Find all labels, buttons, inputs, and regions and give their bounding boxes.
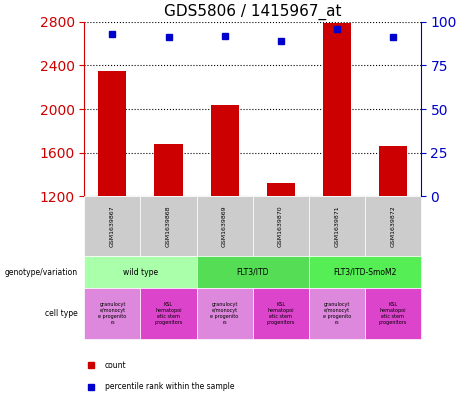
FancyBboxPatch shape: [308, 288, 365, 340]
Bar: [378, 146, 407, 327]
Text: GSM1639868: GSM1639868: [166, 206, 171, 247]
Bar: [99, 71, 126, 327]
FancyBboxPatch shape: [196, 288, 253, 340]
FancyBboxPatch shape: [253, 196, 308, 257]
Text: genotype/variation: genotype/variation: [5, 268, 78, 277]
Text: cell type: cell type: [45, 309, 78, 318]
Text: KSL
hematopoi
etic stem
progenitors: KSL hematopoi etic stem progenitors: [266, 303, 295, 325]
FancyBboxPatch shape: [196, 257, 308, 288]
Title: GDS5806 / 1415967_at: GDS5806 / 1415967_at: [164, 4, 341, 20]
Text: KSL
hematopoi
etic stem
progenitors: KSL hematopoi etic stem progenitors: [378, 303, 407, 325]
Text: GSM1639867: GSM1639867: [110, 206, 115, 247]
Text: GSM1639872: GSM1639872: [390, 206, 395, 247]
Bar: [323, 23, 351, 327]
Text: granulocyt
e/monocyt
e progenito
rs: granulocyt e/monocyt e progenito rs: [210, 303, 239, 325]
FancyBboxPatch shape: [84, 288, 141, 340]
Text: granulocyt
e/monocyt
e progenito
rs: granulocyt e/monocyt e progenito rs: [323, 303, 351, 325]
FancyBboxPatch shape: [253, 288, 308, 340]
FancyBboxPatch shape: [308, 257, 421, 288]
FancyBboxPatch shape: [365, 288, 421, 340]
FancyBboxPatch shape: [141, 288, 196, 340]
Text: percentile rank within the sample: percentile rank within the sample: [105, 382, 234, 391]
Text: GSM1639870: GSM1639870: [278, 206, 283, 247]
Text: wild type: wild type: [123, 268, 158, 277]
Text: KSL
hematopoi
etic stem
progenitors: KSL hematopoi etic stem progenitors: [154, 303, 183, 325]
FancyBboxPatch shape: [141, 196, 196, 257]
Text: count: count: [105, 361, 126, 370]
FancyBboxPatch shape: [365, 196, 421, 257]
FancyBboxPatch shape: [84, 196, 141, 257]
Text: GSM1639869: GSM1639869: [222, 206, 227, 247]
Text: FLT3/ITD-SmoM2: FLT3/ITD-SmoM2: [333, 268, 396, 277]
Text: granulocyt
e/monocyt
e progenito
rs: granulocyt e/monocyt e progenito rs: [98, 303, 127, 325]
Text: GSM1639871: GSM1639871: [334, 206, 339, 247]
Text: FLT3/ITD: FLT3/ITD: [236, 268, 269, 277]
Bar: [266, 184, 295, 327]
FancyBboxPatch shape: [196, 196, 253, 257]
FancyBboxPatch shape: [308, 196, 365, 257]
Bar: [211, 105, 239, 327]
FancyBboxPatch shape: [84, 257, 196, 288]
Bar: [154, 144, 183, 327]
